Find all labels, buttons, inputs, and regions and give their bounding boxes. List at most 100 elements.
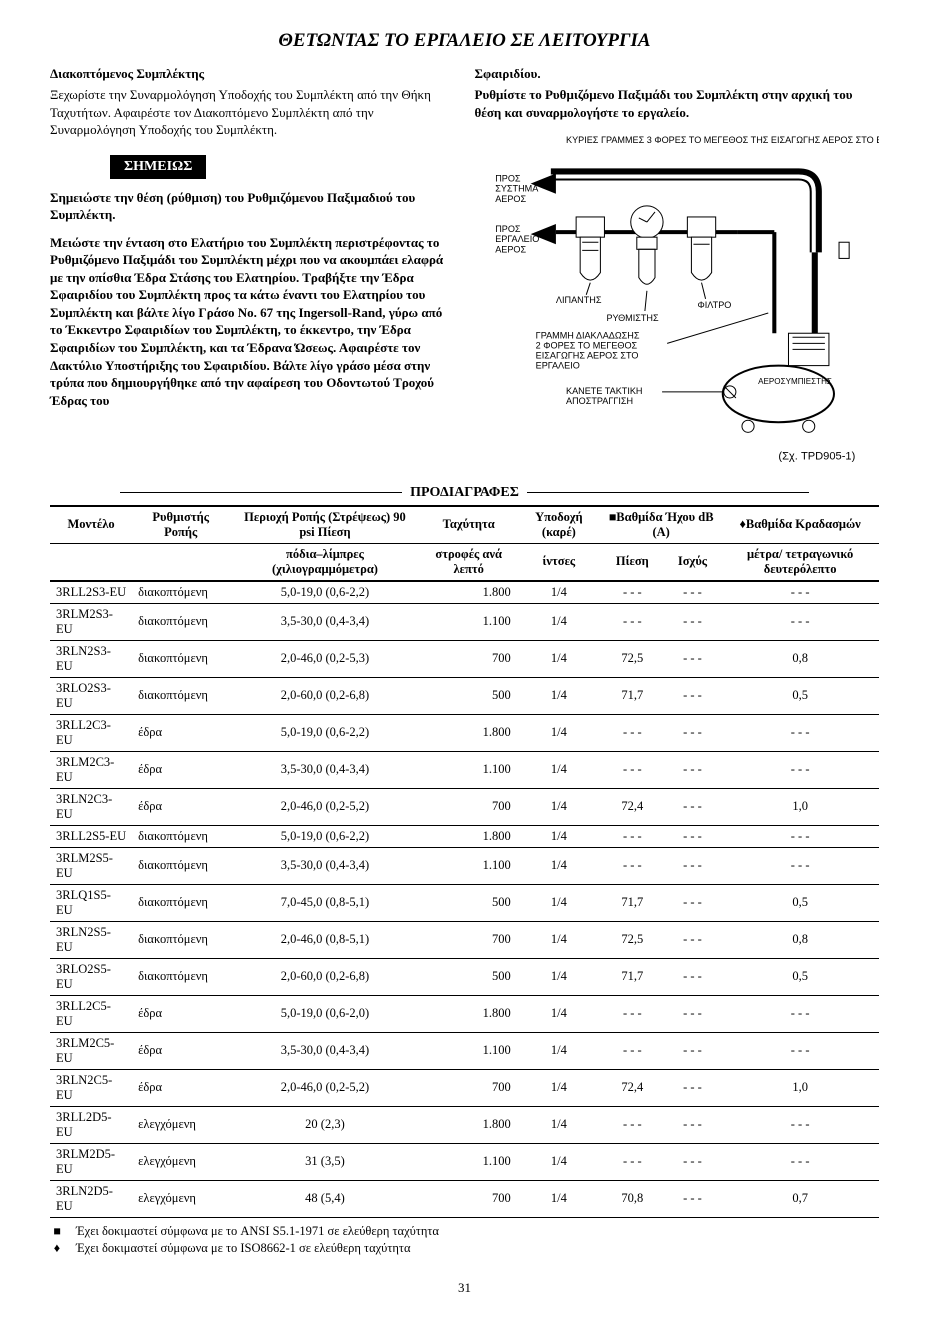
diagram-compressor: ΑΕΡΟΣΥΜΠΙΕΣΤΗΣ bbox=[758, 377, 832, 386]
table-cell: - - - bbox=[601, 995, 664, 1032]
table-cell: 5,0-19,0 (0,6-2,2) bbox=[229, 581, 420, 604]
table-row: 3RLO2S5-EUδιακοπτόμενη2,0-60,0 (0,2-6,8)… bbox=[50, 958, 879, 995]
filter-icon bbox=[687, 217, 715, 280]
table-row: 3RLN2S3-EUδιακοπτόμενη2,0-46,0 (0,2-5,3)… bbox=[50, 640, 879, 677]
table-cell: 3,5-30,0 (0,4-3,4) bbox=[229, 1032, 420, 1069]
table-cell: - - - bbox=[721, 1106, 879, 1143]
table-cell: - - - bbox=[664, 581, 722, 604]
diagram-to-tool: ΠΡΟΣΕΡΓΑΛΕΙΟΑΕΡΟΣ bbox=[495, 224, 539, 254]
footnote-2-text: Έχει δοκιμαστεί σύμφωνα με το ISO8662-1 … bbox=[76, 1241, 411, 1256]
page-title: ΘΕΤΩΝΤΑΣ ΤΟ ΕΡΓΑΛΕΙΟ ΣΕ ΛΕΙΤΟΥΡΓΙΑ bbox=[50, 30, 879, 52]
table-cell: 72,4 bbox=[601, 788, 664, 825]
table-cell: 3RLN2C3-EU bbox=[50, 788, 132, 825]
table-cell: 70,8 bbox=[601, 1180, 664, 1217]
table-cell: - - - bbox=[601, 825, 664, 847]
two-column-body: Διακοπτόμενος Συμπλέκτης Ξεχωρίστε την Σ… bbox=[50, 66, 879, 479]
th-model: Μοντέλο bbox=[50, 506, 132, 544]
table-cell: 3RLM2S5-EU bbox=[50, 847, 132, 884]
table-cell: ελεγχόμενη bbox=[132, 1106, 229, 1143]
table-cell: 20 (2,3) bbox=[229, 1106, 420, 1143]
table-cell: 71,7 bbox=[601, 884, 664, 921]
table-cell: 700 bbox=[421, 640, 517, 677]
table-cell: 1,0 bbox=[721, 788, 879, 825]
th-drive-units: ίντσες bbox=[517, 543, 601, 581]
th-speed: Ταχύτητα bbox=[421, 506, 517, 544]
table-cell: 1/4 bbox=[517, 751, 601, 788]
table-cell: διακοπτόμενη bbox=[132, 825, 229, 847]
table-row: 3RLM2C5-EUέδρα3,5-30,0 (0,4-3,4)1.1001/4… bbox=[50, 1032, 879, 1069]
table-cell: 72,5 bbox=[601, 921, 664, 958]
table-cell: 1.100 bbox=[421, 603, 517, 640]
table-cell: - - - bbox=[664, 603, 722, 640]
table-cell: 3RLL2C3-EU bbox=[50, 714, 132, 751]
table-row: 3RLL2C3-EUέδρα5,0-19,0 (0,6-2,2)1.8001/4… bbox=[50, 714, 879, 751]
regulator-icon bbox=[630, 206, 662, 284]
lubricator-icon bbox=[576, 217, 604, 280]
th-speed-units: στροφές ανά λεπτό bbox=[421, 543, 517, 581]
th-torque-adj: Ρυθμιστής Ροπής bbox=[132, 506, 229, 544]
table-cell: ελεγχόμενη bbox=[132, 1180, 229, 1217]
table-cell: - - - bbox=[664, 847, 722, 884]
right-heading: Σφαιριδίου. bbox=[475, 66, 880, 82]
table-row: 3RLN2C3-EUέδρα2,0-46,0 (0,2-5,2)7001/472… bbox=[50, 788, 879, 825]
table-cell: - - - bbox=[721, 995, 879, 1032]
footnote-2-symbol: ♦ bbox=[50, 1241, 64, 1256]
table-cell: 700 bbox=[421, 1180, 517, 1217]
table-cell: 1.800 bbox=[421, 581, 517, 604]
table-row: 3RLL2S3-EUδιακοπτόμενη5,0-19,0 (0,6-2,2)… bbox=[50, 581, 879, 604]
table-cell: - - - bbox=[721, 825, 879, 847]
table-cell: 5,0-19,0 (0,6-2,0) bbox=[229, 995, 420, 1032]
table-cell: 1.100 bbox=[421, 751, 517, 788]
table-cell: 1/4 bbox=[517, 847, 601, 884]
table-row: 3RLN2C5-EUέδρα2,0-46,0 (0,2-5,2)7001/472… bbox=[50, 1069, 879, 1106]
table-cell: 1/4 bbox=[517, 714, 601, 751]
table-cell: 3,5-30,0 (0,4-3,4) bbox=[229, 751, 420, 788]
table-cell: - - - bbox=[721, 751, 879, 788]
table-cell: 1/4 bbox=[517, 677, 601, 714]
table-cell: - - - bbox=[601, 751, 664, 788]
table-cell: 500 bbox=[421, 884, 517, 921]
table-row: 3RLM2S3-EUδιακοπτόμενη3,5-30,0 (0,4-3,4)… bbox=[50, 603, 879, 640]
table-cell: - - - bbox=[664, 751, 722, 788]
table-cell: 0,5 bbox=[721, 958, 879, 995]
table-cell: - - - bbox=[601, 1143, 664, 1180]
table-cell: έδρα bbox=[132, 1032, 229, 1069]
table-cell: 1.100 bbox=[421, 1143, 517, 1180]
table-cell: 3RLM2D5-EU bbox=[50, 1143, 132, 1180]
table-cell: διακοπτόμενη bbox=[132, 581, 229, 604]
diagram-svg: ΚΥΡΙΕΣ ΓΡΑΜΜΕΣ 3 ΦΟΡΕΣ ΤΟ ΜΕΓΕΘΟΣ ΤΗΣ ΕΙ… bbox=[475, 131, 880, 475]
table-cell: 0,5 bbox=[721, 884, 879, 921]
table-row: 3RLM2S5-EUδιακοπτόμενη3,5-30,0 (0,4-3,4)… bbox=[50, 847, 879, 884]
air-system-diagram: ΚΥΡΙΕΣ ΓΡΑΜΜΕΣ 3 ΦΟΡΕΣ ΤΟ ΜΕΓΕΘΟΣ ΤΗΣ ΕΙ… bbox=[475, 131, 880, 479]
diagram-filter: ΦΙΛΤΡΟ bbox=[697, 300, 731, 310]
table-cell: 2,0-46,0 (0,2-5,2) bbox=[229, 788, 420, 825]
left-column: Διακοπτόμενος Συμπλέκτης Ξεχωρίστε την Σ… bbox=[50, 66, 455, 479]
table-cell: 3RLQ1S5-EU bbox=[50, 884, 132, 921]
th-power: Ισχύς bbox=[664, 543, 722, 581]
table-cell: - - - bbox=[664, 921, 722, 958]
th-vib: ♦Βαθμίδα Κραδασμών bbox=[721, 506, 879, 544]
table-cell: 0,8 bbox=[721, 921, 879, 958]
table-cell: 500 bbox=[421, 958, 517, 995]
table-cell: διακοπτόμενη bbox=[132, 640, 229, 677]
table-cell: 3RLN2C5-EU bbox=[50, 1069, 132, 1106]
table-cell: 1/4 bbox=[517, 1180, 601, 1217]
table-cell: 1/4 bbox=[517, 788, 601, 825]
table-row: 3RLL2C5-EUέδρα5,0-19,0 (0,6-2,0)1.8001/4… bbox=[50, 995, 879, 1032]
table-cell: 700 bbox=[421, 921, 517, 958]
table-cell: 1/4 bbox=[517, 1143, 601, 1180]
th-torque-range: Περιοχή Ροπής (Στρέψεως) 90 psi Πίεση bbox=[229, 506, 420, 544]
table-cell: 2,0-60,0 (0,2-6,8) bbox=[229, 958, 420, 995]
table-cell: διακοπτόμενη bbox=[132, 958, 229, 995]
table-cell: 1/4 bbox=[517, 995, 601, 1032]
table-cell: 1.100 bbox=[421, 1032, 517, 1069]
table-cell: 2,0-46,0 (0,8-5,1) bbox=[229, 921, 420, 958]
table-cell: διακοπτόμενη bbox=[132, 677, 229, 714]
table-cell: 3RLN2S3-EU bbox=[50, 640, 132, 677]
table-cell: 1/4 bbox=[517, 603, 601, 640]
table-cell: 1/4 bbox=[517, 1069, 601, 1106]
table-cell: 3RLM2C3-EU bbox=[50, 751, 132, 788]
table-cell: 2,0-46,0 (0,2-5,3) bbox=[229, 640, 420, 677]
table-cell: 3RLL2C5-EU bbox=[50, 995, 132, 1032]
table-cell: 0,8 bbox=[721, 640, 879, 677]
